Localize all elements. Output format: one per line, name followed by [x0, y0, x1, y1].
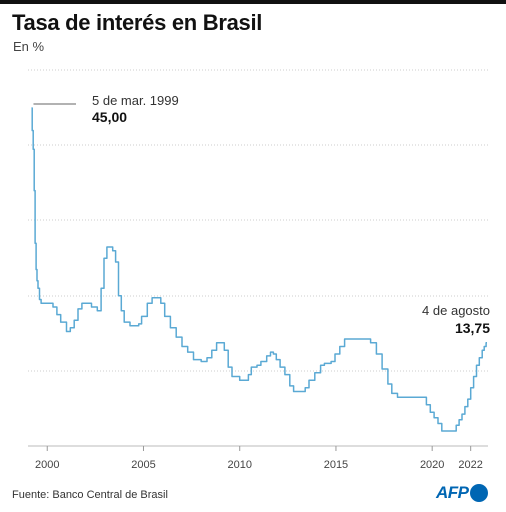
x-tick-label: 2020	[420, 459, 444, 471]
afp-logo-dot-icon	[469, 484, 488, 502]
afp-logo-text: AFP	[436, 483, 469, 502]
annotation-start-date: 5 de mar. 1999	[92, 93, 179, 108]
top-rule	[0, 0, 506, 4]
x-tick-label: 2005	[131, 459, 155, 471]
gridlines	[28, 69, 488, 447]
source-note: Fuente: Banco Central de Brasil	[12, 489, 168, 501]
x-tick-label: 2022	[458, 459, 482, 471]
chart-title: Tasa de interés en Brasil	[12, 10, 263, 35]
annotation-end-date: 4 de agosto	[422, 303, 490, 318]
afp-logo: AFP	[436, 482, 488, 504]
x-tick-label: 2015	[324, 459, 348, 471]
series	[31, 107, 487, 432]
annotation-end-value: 13,75	[455, 320, 490, 336]
x-tick-label: 2000	[35, 459, 59, 471]
x-tick-label: 2010	[227, 459, 251, 471]
annotation-start-value: 45,00	[92, 109, 127, 125]
chart-subtitle: En %	[13, 39, 45, 54]
series-line	[31, 107, 487, 432]
x-axis: 2000 2005 2010 2015 2020 2022	[35, 446, 483, 471]
